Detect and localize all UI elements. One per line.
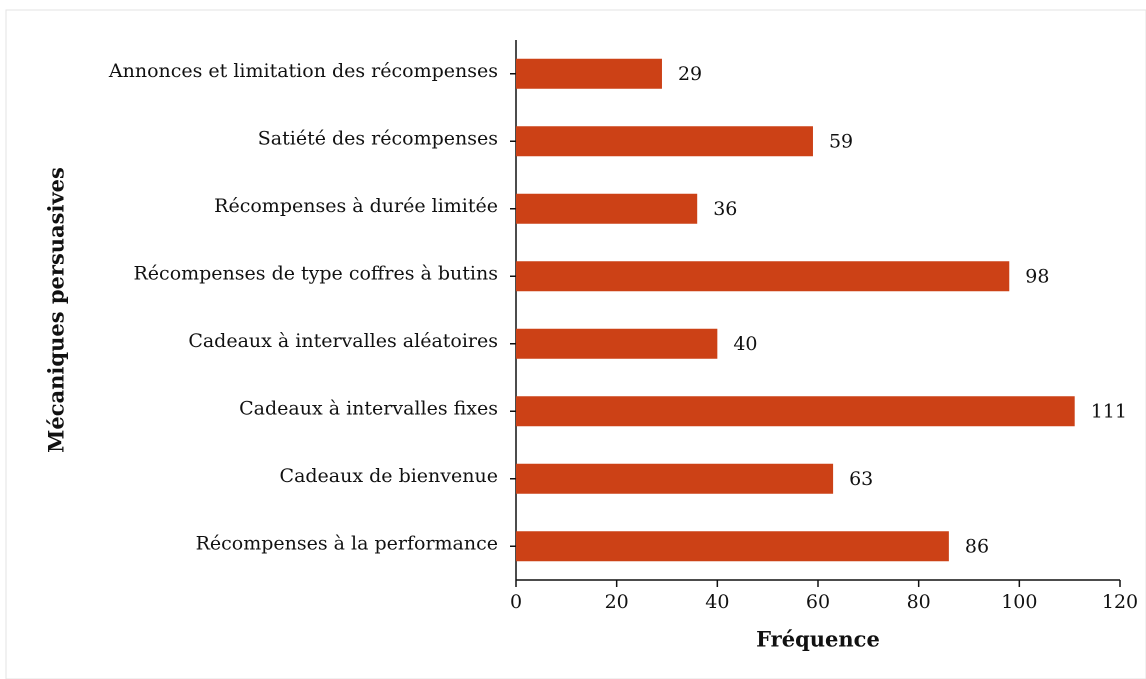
y-tick-label: Cadeaux à intervalles aléatoires: [188, 330, 498, 352]
y-tick-label: Récompenses de type coffres à butins: [134, 262, 499, 284]
x-tick-label: 20: [605, 591, 629, 613]
bar: [516, 261, 1010, 292]
x-tick-label: 0: [510, 591, 522, 613]
x-tick-label: 80: [907, 591, 931, 613]
bar: [516, 463, 834, 494]
bar: [516, 126, 813, 157]
data-label: 36: [713, 198, 737, 220]
y-tick-label: Récompenses à durée limitée: [214, 195, 498, 217]
data-label: 98: [1025, 265, 1049, 287]
data-label: 59: [829, 130, 853, 152]
bar: [516, 328, 718, 359]
data-label: 40: [733, 333, 757, 355]
y-tick-label: Récompenses à la performance: [196, 532, 498, 554]
data-label: 111: [1091, 400, 1127, 422]
bar: [516, 531, 949, 562]
x-tick-label: 120: [1102, 591, 1138, 613]
y-axis-label: Mécaniques persuasives: [44, 167, 69, 453]
data-label: 86: [965, 535, 989, 557]
data-label: 29: [678, 63, 702, 85]
y-tick-label: Cadeaux de bienvenue: [280, 465, 498, 487]
bar: [516, 193, 698, 224]
y-tick-label: Annonces et limitation des récompenses: [108, 60, 498, 82]
frame: [5, 9, 1146, 679]
bar: [516, 396, 1075, 427]
x-tick-label: 40: [705, 591, 729, 613]
data-label: 63: [849, 468, 873, 490]
x-axis-label: Fréquence: [756, 627, 880, 652]
x-tick-label: 100: [1001, 591, 1037, 613]
y-tick-label: Satiété des récompenses: [258, 127, 498, 149]
bar: [516, 58, 662, 89]
y-tick-label: Cadeaux à intervalles fixes: [239, 397, 498, 419]
x-tick-label: 60: [806, 591, 830, 613]
